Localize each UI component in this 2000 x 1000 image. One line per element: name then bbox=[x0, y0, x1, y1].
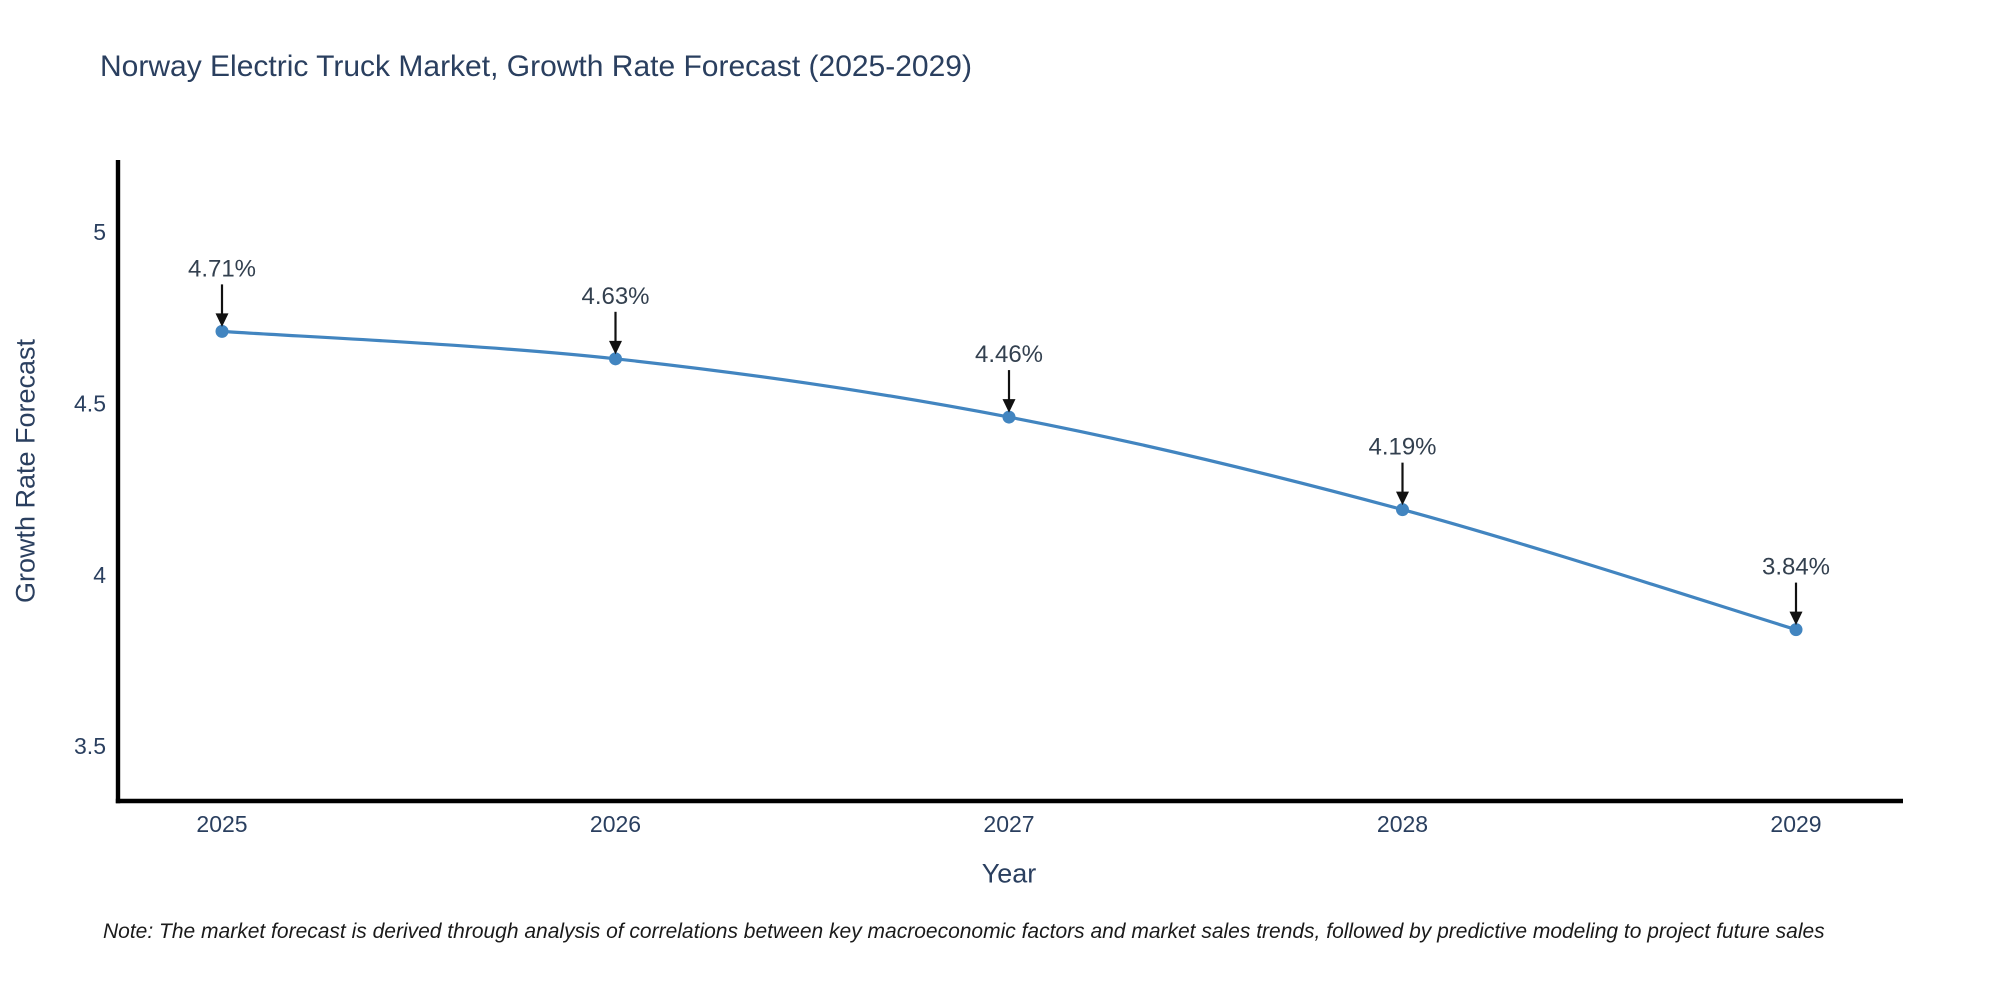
data-point-marker bbox=[215, 324, 229, 338]
footnote: Note: The market forecast is derived thr… bbox=[103, 920, 1825, 943]
data-point-marker bbox=[609, 352, 622, 366]
x-axis-title: Year bbox=[981, 858, 1037, 889]
x-tick-label: 2029 bbox=[1770, 811, 1821, 837]
x-tick-label: 2028 bbox=[1377, 811, 1428, 837]
annotation-arrow-head bbox=[1002, 399, 1016, 413]
x-tick-label: 2027 bbox=[983, 811, 1034, 837]
data-point-label: 4.19% bbox=[1368, 434, 1436, 461]
y-tick-label: 3.5 bbox=[74, 733, 106, 759]
data-point-label: 4.63% bbox=[581, 283, 649, 310]
annotation-arrow-head bbox=[1396, 491, 1409, 506]
data-point-label: 3.84% bbox=[1762, 554, 1830, 581]
x-tick-label: 2026 bbox=[590, 811, 641, 837]
y-tick-label: 4 bbox=[93, 562, 106, 588]
data-point-marker bbox=[1002, 410, 1016, 424]
y-tick-label: 4.5 bbox=[74, 390, 106, 416]
data-point-marker bbox=[1789, 623, 1803, 637]
annotation-arrow-head bbox=[215, 313, 229, 327]
x-tick-label: 2025 bbox=[196, 811, 247, 837]
annotation-arrow-head bbox=[1789, 611, 1803, 626]
annotation-arrow-head bbox=[609, 340, 622, 355]
data-point-label: 4.46% bbox=[975, 341, 1043, 368]
data-point-label: 4.71% bbox=[188, 255, 256, 282]
chart-title: Norway Electric Truck Market, Growth Rat… bbox=[100, 50, 972, 83]
data-point-marker bbox=[1396, 503, 1409, 517]
y-tick-label: 5 bbox=[93, 219, 106, 245]
